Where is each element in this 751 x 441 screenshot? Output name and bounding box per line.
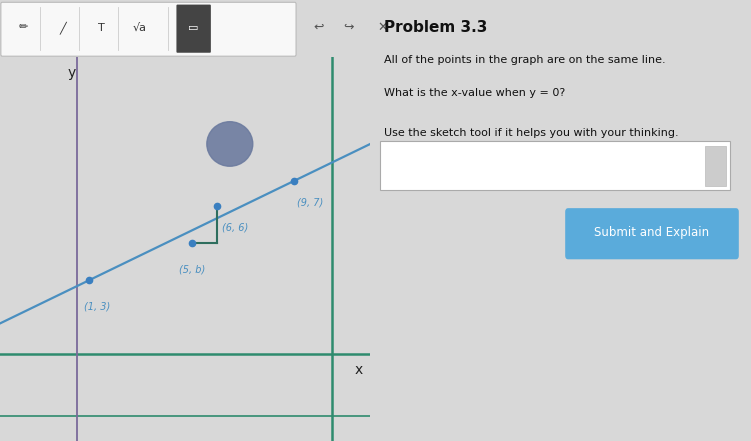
Text: ╱: ╱ (59, 21, 66, 34)
Text: (1, 3): (1, 3) (84, 302, 110, 312)
Text: T: T (98, 22, 104, 33)
Text: Problem 3.3: Problem 3.3 (384, 20, 487, 35)
Text: ✏: ✏ (19, 22, 29, 33)
Text: y: y (68, 66, 76, 80)
Circle shape (207, 122, 253, 166)
FancyBboxPatch shape (176, 4, 211, 53)
Text: ✕: ✕ (378, 21, 388, 34)
Text: Submit and Explain: Submit and Explain (595, 226, 710, 239)
FancyBboxPatch shape (566, 208, 739, 259)
Text: (5, b): (5, b) (179, 265, 205, 275)
Text: ↪: ↪ (343, 21, 354, 34)
Text: All of the points in the graph are on the same line.: All of the points in the graph are on th… (384, 55, 665, 65)
Text: ↩: ↩ (313, 21, 324, 34)
FancyBboxPatch shape (1, 2, 296, 56)
Text: Use the sketch tool if it helps you with your thinking.: Use the sketch tool if it helps you with… (384, 128, 678, 138)
FancyBboxPatch shape (380, 141, 730, 190)
Text: What is the x-value when y = 0?: What is the x-value when y = 0? (384, 88, 565, 98)
Text: (9, 7): (9, 7) (297, 198, 324, 208)
Text: √a: √a (133, 22, 147, 33)
Text: x: x (355, 363, 363, 377)
FancyBboxPatch shape (705, 146, 726, 186)
Text: ▭: ▭ (189, 22, 199, 33)
Text: (6, 6): (6, 6) (222, 223, 249, 232)
